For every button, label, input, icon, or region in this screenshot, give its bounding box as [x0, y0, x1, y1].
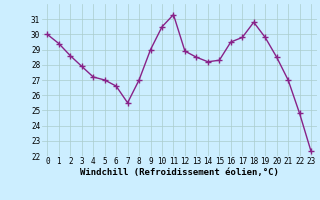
- X-axis label: Windchill (Refroidissement éolien,°C): Windchill (Refroidissement éolien,°C): [80, 168, 279, 177]
